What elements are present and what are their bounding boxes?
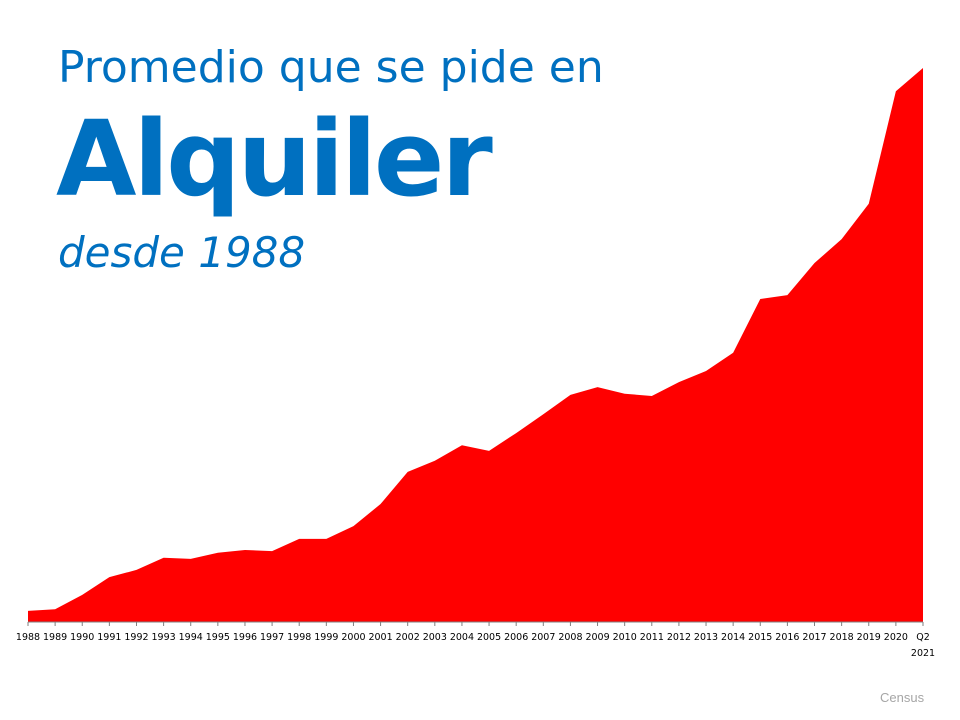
- x-tick-label: 2021: [911, 648, 935, 659]
- title-main: Alquiler: [56, 98, 493, 220]
- x-tick-label: 1998: [287, 632, 311, 643]
- x-tick-label: 2005: [477, 632, 501, 643]
- x-tick-label: 1997: [260, 632, 284, 643]
- x-tick-label: 1988: [16, 632, 40, 643]
- title-subtitle: desde 1988: [58, 228, 306, 277]
- x-tick-label: Q2: [916, 632, 930, 643]
- x-tick-label: 2003: [423, 632, 447, 643]
- x-tick-label: 2013: [694, 632, 718, 643]
- x-tick-label: 1992: [124, 632, 148, 643]
- x-tick-label: 1999: [314, 632, 338, 643]
- x-tick-label: 2004: [450, 632, 474, 643]
- x-tick-label: 2014: [721, 632, 745, 643]
- x-tick-label: 1989: [43, 632, 67, 643]
- x-tick-label: 2007: [531, 632, 555, 643]
- x-tick-label: 2012: [667, 632, 691, 643]
- x-tick-label: 2002: [396, 632, 420, 643]
- x-tick-label: 1994: [179, 632, 203, 643]
- x-tick-label: 2018: [830, 632, 854, 643]
- x-tick-label: 2020: [884, 632, 908, 643]
- x-tick-label: 2008: [558, 632, 582, 643]
- x-tick-label: 2015: [748, 632, 772, 643]
- title-line1: Promedio que se pide en: [58, 42, 604, 93]
- x-tick-label: 1993: [152, 632, 176, 643]
- x-tick-label: 2011: [640, 632, 664, 643]
- x-tick-label: 2009: [585, 632, 609, 643]
- x-tick-label: 1996: [233, 632, 257, 643]
- x-tick-label: 2001: [368, 632, 392, 643]
- x-tick-label: 2017: [802, 632, 826, 643]
- x-tick-label: 2019: [857, 632, 881, 643]
- area-series: [28, 68, 923, 622]
- x-tick-label: 2006: [504, 632, 528, 643]
- x-tick-label: 1995: [206, 632, 230, 643]
- x-tick-label: 2000: [341, 632, 365, 643]
- x-tick-label: 2016: [775, 632, 799, 643]
- x-tick-label: 1990: [70, 632, 94, 643]
- source-label: Census: [880, 690, 925, 705]
- x-tick-label: 1991: [97, 632, 121, 643]
- x-tick-label: 2010: [613, 632, 637, 643]
